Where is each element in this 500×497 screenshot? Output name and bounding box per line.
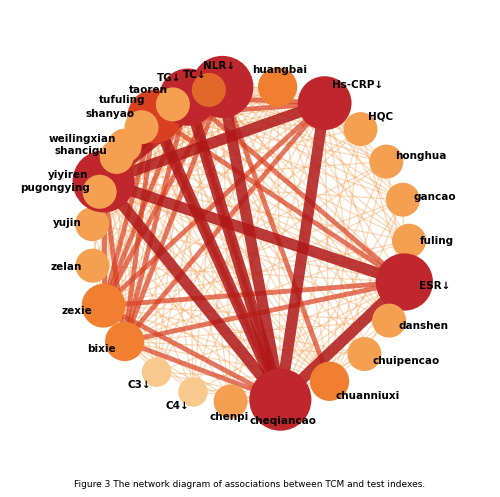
Point [88,262,96,270]
Text: ESR↓: ESR↓ [419,281,450,291]
Point [100,302,108,310]
Text: shanyao: shanyao [85,109,134,119]
Point [405,237,413,245]
Point [112,153,120,161]
Point [326,377,334,385]
Text: pugongying: pugongying [20,183,89,193]
Point [356,125,364,133]
Text: NLR↓: NLR↓ [204,61,236,71]
Text: yujin: yujin [52,218,82,228]
Text: C4↓: C4↓ [166,401,190,411]
Point [400,278,408,286]
Text: shancigu: shancigu [55,146,108,156]
Point [385,317,393,325]
Text: huangbai: huangbai [252,65,307,76]
Text: TC↓: TC↓ [182,70,206,80]
Text: yiyiren: yiyiren [48,170,88,180]
Point [184,93,192,101]
Point [276,396,284,404]
Text: gancao: gancao [413,192,456,202]
Point [218,83,226,91]
Text: C3↓: C3↓ [127,380,150,390]
Text: chuanniuxi: chuanniuxi [336,392,400,402]
Text: Hs-CRP↓: Hs-CRP↓ [332,80,382,90]
Text: chenpi: chenpi [210,412,249,422]
Text: weilingxian: weilingxian [49,134,116,144]
Text: tufuling: tufuling [99,95,146,105]
Point [152,368,160,376]
Point [96,188,104,196]
Point [274,83,281,91]
Point [169,100,177,108]
Text: fuling: fuling [420,236,454,246]
Point [360,350,368,358]
Point [189,388,197,396]
Point [382,158,390,166]
Text: zelan: zelan [50,262,82,272]
Point [120,337,128,345]
Point [120,142,128,150]
Text: bixie: bixie [87,344,116,354]
Point [150,112,158,120]
Text: TG↓: TG↓ [158,73,182,83]
Text: Figure 3 The network diagram of associations between TCM and test indexes.: Figure 3 The network diagram of associat… [74,480,426,489]
Point [399,196,407,204]
Point [320,99,328,107]
Point [100,177,108,185]
Text: chuipencao: chuipencao [372,356,440,366]
Text: cheqiancao: cheqiancao [250,415,317,425]
Text: honghua: honghua [396,151,447,161]
Point [226,398,234,406]
Point [88,220,96,228]
Text: taoren: taoren [128,85,168,95]
Text: danshen: danshen [398,321,448,331]
Point [205,86,213,94]
Text: zexie: zexie [61,306,92,316]
Text: HQC: HQC [368,111,393,121]
Point [138,123,145,131]
